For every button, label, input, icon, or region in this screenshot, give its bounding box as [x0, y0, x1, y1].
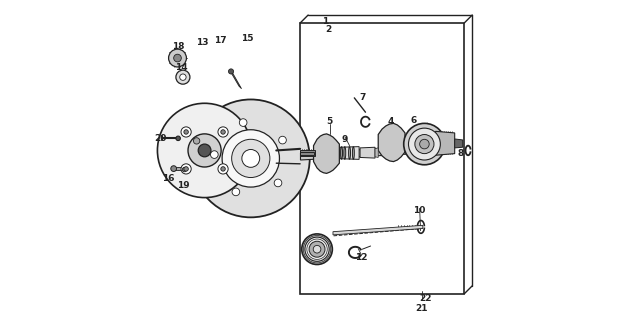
Circle shape [221, 167, 225, 171]
Circle shape [221, 130, 225, 134]
Text: 20: 20 [155, 134, 167, 143]
Circle shape [242, 149, 260, 167]
Circle shape [313, 245, 321, 253]
Text: 2: 2 [325, 25, 331, 34]
Circle shape [305, 237, 329, 261]
Polygon shape [184, 169, 190, 171]
Circle shape [198, 144, 211, 157]
Circle shape [211, 151, 218, 158]
Circle shape [274, 179, 282, 187]
Text: 9: 9 [342, 135, 348, 144]
Text: 8: 8 [458, 149, 464, 158]
Text: 10: 10 [413, 206, 426, 215]
Circle shape [408, 128, 440, 160]
Text: 15: 15 [242, 35, 254, 44]
Circle shape [184, 167, 188, 171]
Polygon shape [230, 70, 242, 89]
Polygon shape [301, 145, 445, 160]
Polygon shape [375, 148, 378, 157]
Text: 19: 19 [177, 181, 189, 190]
Circle shape [176, 70, 190, 84]
Circle shape [232, 188, 240, 196]
Text: 18: 18 [172, 42, 185, 52]
Text: 4: 4 [388, 117, 394, 126]
Polygon shape [333, 225, 423, 235]
Circle shape [228, 69, 233, 74]
Circle shape [240, 119, 247, 126]
Text: 14: 14 [175, 63, 188, 72]
Circle shape [181, 127, 191, 137]
Circle shape [279, 136, 286, 144]
Text: 21: 21 [415, 304, 428, 313]
Text: 16: 16 [162, 174, 174, 183]
Circle shape [194, 138, 200, 144]
Circle shape [174, 54, 181, 62]
Circle shape [176, 136, 181, 140]
Polygon shape [174, 167, 187, 170]
Circle shape [420, 139, 429, 149]
Text: 17: 17 [214, 36, 227, 45]
Circle shape [192, 100, 309, 217]
Text: 22: 22 [419, 294, 431, 303]
Text: 3: 3 [428, 132, 434, 140]
Polygon shape [455, 139, 463, 148]
Circle shape [184, 130, 188, 134]
Polygon shape [301, 150, 314, 156]
Ellipse shape [352, 147, 354, 159]
Ellipse shape [341, 147, 343, 159]
Polygon shape [313, 134, 340, 173]
Text: 1: 1 [323, 17, 329, 26]
Polygon shape [340, 147, 359, 159]
Text: 7: 7 [359, 93, 365, 102]
Circle shape [188, 134, 221, 167]
Circle shape [302, 234, 332, 265]
Circle shape [182, 167, 187, 172]
Ellipse shape [344, 147, 346, 159]
Polygon shape [360, 147, 375, 158]
Circle shape [171, 166, 177, 172]
Text: 12: 12 [355, 253, 367, 262]
Circle shape [218, 127, 228, 137]
Circle shape [169, 49, 186, 67]
Text: 13: 13 [196, 38, 209, 47]
Polygon shape [206, 122, 240, 176]
Circle shape [181, 164, 191, 174]
Circle shape [309, 241, 325, 257]
Polygon shape [378, 123, 405, 162]
Circle shape [218, 164, 228, 174]
Circle shape [231, 139, 270, 178]
Circle shape [222, 130, 279, 187]
Text: 5: 5 [326, 117, 333, 126]
Text: 6: 6 [410, 116, 416, 125]
Circle shape [415, 134, 434, 154]
Polygon shape [435, 131, 455, 155]
Polygon shape [301, 152, 313, 155]
Circle shape [180, 74, 186, 80]
Circle shape [157, 103, 252, 197]
Circle shape [404, 123, 445, 165]
Ellipse shape [348, 147, 350, 159]
Text: 11: 11 [303, 242, 315, 251]
